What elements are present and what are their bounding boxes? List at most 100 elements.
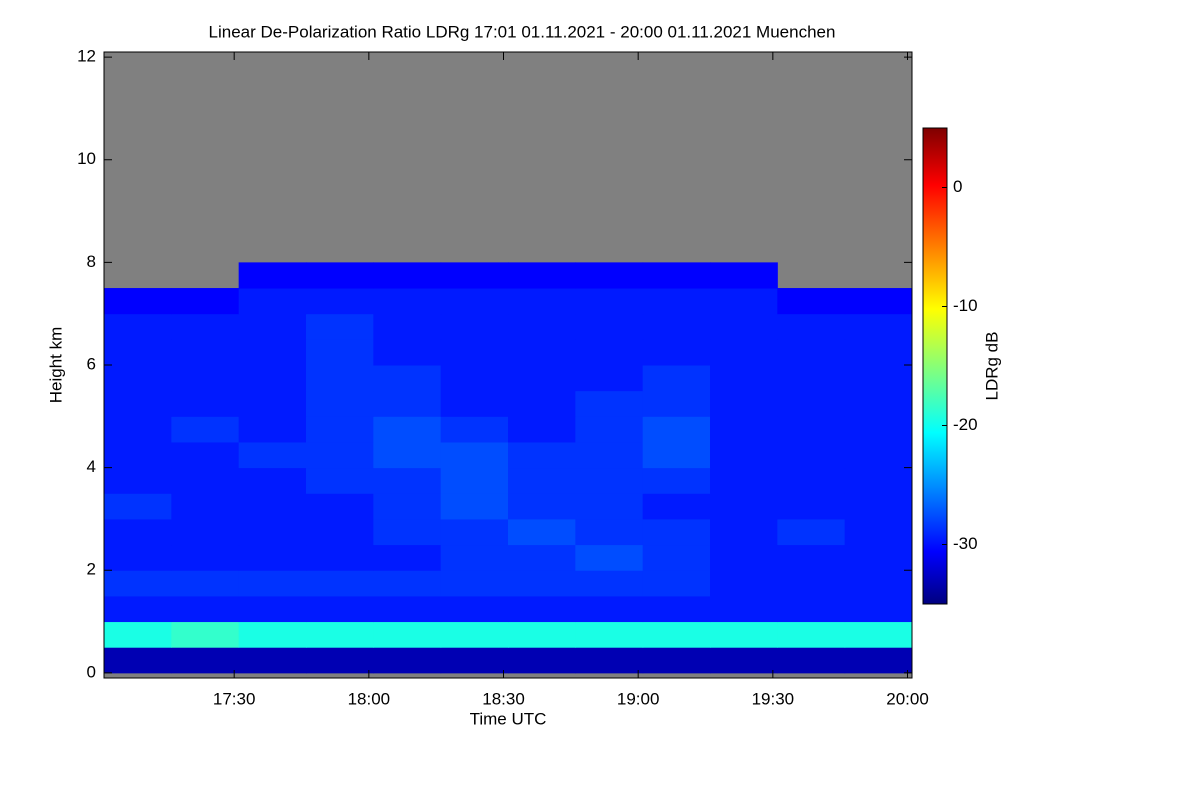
heat-cell — [777, 365, 846, 392]
heat-cell — [844, 493, 913, 520]
heat-cell — [306, 390, 374, 417]
heat-cell — [575, 570, 644, 597]
heat-cell — [440, 313, 509, 340]
heat-cell — [575, 365, 644, 392]
heat-cell — [373, 595, 442, 623]
heat-cell — [238, 288, 307, 315]
heat-cell — [171, 570, 240, 597]
heat-cell — [104, 288, 172, 315]
heat-cell — [844, 416, 913, 443]
heat-cell — [104, 313, 172, 340]
heat-cell — [373, 313, 442, 340]
heat-cell — [508, 595, 576, 623]
heat-cell — [575, 416, 644, 443]
heat-cell — [440, 544, 509, 571]
heat-cell — [777, 518, 846, 546]
chart-title: Linear De-Polarization Ratio LDRg 17:01 … — [209, 22, 836, 41]
heat-cell — [710, 518, 778, 546]
heat-cell — [373, 518, 442, 546]
heat-cell — [306, 544, 374, 571]
heat-cell — [440, 288, 509, 315]
heat-cell — [440, 621, 509, 648]
heat-cell — [171, 441, 240, 469]
heat-cell — [373, 441, 442, 469]
heat-cell — [440, 518, 509, 546]
heat-cell — [642, 416, 711, 443]
heat-cell — [440, 365, 509, 392]
heat-cell — [171, 390, 240, 417]
heat-cell — [844, 621, 913, 648]
heat-cell — [306, 365, 374, 392]
heat-cell — [104, 518, 172, 546]
heat-cell — [575, 441, 644, 469]
heat-cell — [642, 390, 711, 417]
heat-cell — [508, 339, 576, 366]
heat-cell — [642, 365, 711, 392]
heat-cell — [306, 313, 374, 340]
heat-cell — [710, 621, 778, 648]
heat-cell — [575, 518, 644, 546]
heat-cell — [575, 313, 644, 340]
heat-cell — [508, 518, 576, 546]
heat-cell — [844, 339, 913, 366]
heat-cell — [642, 595, 711, 623]
heat-cell — [306, 518, 374, 546]
heat-cell — [104, 544, 172, 571]
heat-cell — [373, 647, 442, 674]
heat-cell — [710, 595, 778, 623]
heat-cell — [508, 647, 576, 674]
heat-cell — [104, 647, 172, 674]
heat-cell — [642, 518, 711, 546]
heat-cell — [575, 467, 644, 494]
heat-cell — [104, 493, 172, 520]
heat-cell — [171, 288, 240, 315]
heat-cell — [440, 441, 509, 469]
heat-cell — [171, 467, 240, 494]
heat-cell — [238, 467, 307, 494]
heat-cell — [575, 339, 644, 366]
y-axis-label: Height km — [46, 327, 65, 404]
heat-cell — [440, 493, 509, 520]
heat-cell — [104, 416, 172, 443]
heat-cell — [238, 365, 307, 392]
heat-cell — [844, 365, 913, 392]
x-tick-label: 19:00 — [617, 689, 660, 708]
heat-cell — [171, 647, 240, 674]
colorbar-tick-label: -10 — [953, 296, 978, 315]
heat-cell — [575, 595, 644, 623]
heat-cell — [777, 441, 846, 469]
y-tick-label: 8 — [87, 252, 96, 271]
heat-cell — [171, 416, 240, 443]
heat-cell — [844, 647, 913, 674]
heat-cell — [710, 262, 778, 289]
heat-cell — [777, 647, 846, 674]
colorbar-tick-label: -20 — [953, 415, 978, 434]
heat-cell — [508, 621, 576, 648]
heat-cell — [710, 313, 778, 340]
heat-cell — [508, 262, 576, 289]
heat-cell — [171, 518, 240, 546]
heat-cell — [104, 365, 172, 392]
heat-cell — [440, 595, 509, 623]
heat-cell — [844, 313, 913, 340]
heat-cell — [777, 544, 846, 571]
heat-cell — [238, 339, 307, 366]
heat-cell — [104, 390, 172, 417]
heat-cell — [373, 262, 442, 289]
heat-cell — [575, 390, 644, 417]
heat-cell — [710, 288, 778, 315]
heat-cell — [642, 339, 711, 366]
heat-cell — [777, 621, 846, 648]
heat-cell — [373, 493, 442, 520]
heat-cell — [844, 595, 913, 623]
heat-cell — [844, 544, 913, 571]
heat-cell — [508, 544, 576, 571]
heat-cell — [777, 570, 846, 597]
heat-cell — [710, 493, 778, 520]
heat-cell — [171, 365, 240, 392]
y-tick-label: 12 — [77, 47, 96, 66]
heat-cell — [710, 544, 778, 571]
heat-cell — [306, 416, 374, 443]
heat-cell — [508, 441, 576, 469]
heat-cell — [777, 416, 846, 443]
